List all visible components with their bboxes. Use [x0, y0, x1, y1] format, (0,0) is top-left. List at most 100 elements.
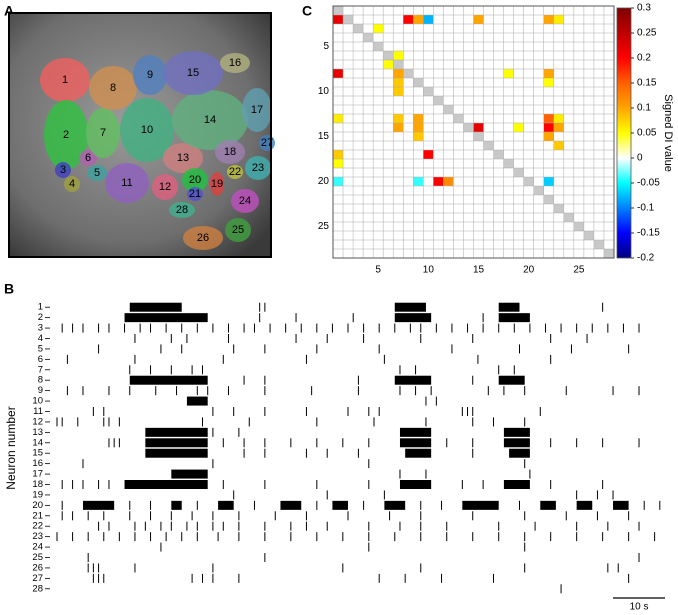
heat-cell [413, 114, 423, 123]
diagonal-cell [383, 51, 393, 60]
colorbar-tick-label: -0.1 [637, 203, 655, 214]
x-tick-label: 10 [423, 265, 435, 276]
y-tick-label: 6 [38, 354, 43, 365]
heat-cell [554, 15, 564, 24]
colorbar-label: Signed DI value [662, 94, 674, 172]
y-tick-label: 13 [32, 427, 43, 438]
heat-cell [554, 114, 564, 123]
diagonal-cell [403, 69, 413, 78]
y-tick-label: 24 [32, 542, 43, 553]
burst [504, 438, 530, 447]
heat-cell [383, 60, 393, 69]
diagonal-cell [393, 60, 403, 69]
colorbar-tick-label: 0.05 [637, 128, 657, 139]
diagonal-cell [554, 204, 564, 213]
y-tick-label: 9 [38, 385, 43, 396]
y-axis-label: Neuron number [4, 406, 18, 489]
burst [218, 501, 234, 510]
burst [499, 313, 530, 322]
y-tick-label: 5 [38, 343, 43, 354]
heat-cell [403, 15, 413, 24]
roi-label: 6 [85, 152, 91, 164]
y-tick-label: 15 [32, 448, 43, 459]
burst [83, 501, 114, 510]
burst [145, 438, 207, 447]
roi-label: 26 [197, 232, 209, 244]
heat-cell [393, 114, 403, 123]
roi-label: 23 [252, 162, 264, 174]
colorbar-tick-label: 0.1 [637, 103, 651, 114]
roi-label: 14 [204, 114, 216, 126]
roi-label: 10 [141, 124, 153, 136]
heat-cell [423, 15, 433, 24]
y-tick-label: 7 [38, 364, 43, 375]
diagonal-cell [584, 231, 594, 240]
panel-label: C [302, 3, 312, 19]
y-tick-label: 11 [33, 406, 43, 417]
heat-cell [423, 150, 433, 159]
burst [540, 501, 556, 510]
burst [125, 313, 208, 322]
heat-cell [413, 132, 423, 141]
burst [171, 470, 207, 479]
y-tick-label: 14 [32, 437, 43, 448]
roi-label: 22 [229, 166, 241, 178]
heat-cell [333, 15, 343, 24]
roi-label: 19 [211, 178, 223, 190]
scale-bar-label: 10 s [630, 602, 649, 613]
colorbar-tick-label: -0.15 [637, 228, 660, 239]
burst [613, 501, 629, 510]
y-tick-label: 12 [32, 416, 43, 427]
y-tick-label: 25 [318, 221, 330, 232]
diagonal-cell [453, 114, 463, 123]
y-tick-label: 27 [32, 573, 43, 584]
diagonal-cell [504, 159, 514, 168]
heat-cell [433, 177, 443, 186]
y-tick-label: 28 [32, 583, 43, 594]
roi-label: 24 [239, 195, 251, 207]
colorbar-tick-label: -0.05 [637, 178, 660, 189]
heat-cell [333, 150, 343, 159]
burst [145, 449, 207, 458]
y-tick-label: 10 [318, 86, 330, 97]
diagonal-cell [443, 105, 453, 114]
heat-cell [554, 141, 564, 150]
roi-label: 15 [187, 67, 199, 79]
diagonal-cell [494, 150, 504, 159]
colorbar-tick-label: 0 [637, 153, 643, 164]
diagonal-cell [474, 132, 484, 141]
diagonal-cell [363, 33, 373, 42]
heat-cell [474, 15, 484, 24]
heat-cell [413, 177, 423, 186]
y-tick-label: 8 [38, 375, 43, 386]
roi-label: 2 [63, 129, 69, 141]
y-tick-label: 1 [38, 302, 43, 313]
y-tick-label: 21 [32, 510, 43, 521]
panel-label: B [4, 281, 14, 297]
y-tick-label: 10 [32, 396, 43, 407]
y-tick-label: 5 [323, 41, 329, 52]
diagonal-cell [423, 87, 433, 96]
burst [400, 428, 431, 437]
burst [504, 480, 530, 489]
diagonal-cell [574, 222, 584, 231]
y-tick-label: 2 [38, 312, 43, 323]
heat-cell [443, 177, 453, 186]
diagonal-cell [534, 186, 544, 195]
burst [504, 428, 530, 437]
roi-label: 3 [60, 164, 66, 176]
heat-cell [544, 114, 554, 123]
burst [130, 303, 182, 312]
heat-cell [393, 51, 403, 60]
heat-cell [393, 78, 403, 87]
heat-cell [333, 159, 343, 168]
diagonal-cell [333, 6, 343, 15]
x-tick-label: 20 [523, 265, 535, 276]
x-tick-label: 5 [375, 265, 381, 276]
diagonal-cell [564, 213, 574, 222]
heat-cell [413, 123, 423, 132]
burst [395, 376, 431, 385]
burst [280, 501, 301, 510]
